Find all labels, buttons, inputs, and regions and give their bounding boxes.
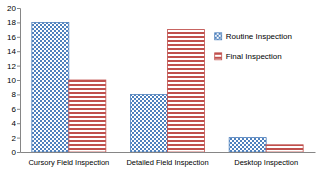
y-tick-mark — [17, 94, 20, 95]
legend: Routine Inspection Final Inspection — [215, 32, 292, 61]
y-tick-mark — [17, 123, 20, 124]
bar — [168, 30, 205, 152]
plot: 0 2 4 6 8 10 12 14 16 18 20 Cursory Field Inspectio… — [7, 4, 315, 167]
x-tick: Desktop Inspection — [234, 152, 298, 167]
y-tick: 4 — [12, 119, 20, 128]
legend-swatch — [215, 33, 222, 40]
y-tick-mark — [17, 37, 20, 38]
y-tick: 0 — [12, 148, 20, 157]
y-tick-label: 2 — [12, 134, 17, 143]
y-tick-mark — [17, 109, 20, 110]
y-tick: 6 — [12, 105, 20, 114]
y-tick-label: 8 — [12, 90, 17, 99]
bar — [69, 80, 106, 152]
y-tick-mark — [17, 138, 20, 139]
chart: 0 2 4 6 8 10 12 14 16 18 20 Cursory Field Inspectio… — [0, 0, 320, 182]
bar — [229, 138, 266, 152]
y-tick: 8 — [12, 90, 20, 99]
y-tick: 14 — [7, 47, 20, 56]
x-tick-label: Cursory Field Inspection — [28, 158, 109, 167]
y-tick-label: 0 — [12, 148, 17, 157]
x-axis: Cursory Field Inspection Detailed Field I… — [21, 152, 316, 167]
y-tick-label: 10 — [7, 76, 16, 85]
bar — [131, 94, 168, 152]
y-tick-label: 12 — [7, 62, 16, 71]
y-tick-mark — [17, 22, 20, 23]
y-tick-label: 20 — [7, 4, 16, 13]
y-tick-mark — [17, 80, 20, 81]
legend-swatch — [215, 53, 222, 60]
bar — [32, 22, 69, 152]
y-tick-label: 4 — [12, 119, 17, 128]
y-tick-mark — [17, 66, 20, 67]
legend-label: Final Inspection — [226, 52, 282, 61]
y-tick: 18 — [7, 18, 20, 27]
y-tick-label: 6 — [12, 105, 17, 114]
x-tick: Cursory Field Inspection — [28, 152, 109, 167]
y-tick: 10 — [7, 76, 20, 85]
bar — [266, 145, 303, 152]
y-tick: 16 — [7, 33, 20, 42]
y-tick-label: 16 — [7, 33, 16, 42]
y-tick-mark — [17, 8, 20, 9]
x-tick: Detailed Field Inspection — [126, 152, 208, 167]
y-tick-mark — [17, 51, 20, 52]
y-tick-label: 14 — [7, 47, 16, 56]
y-tick-mark — [17, 152, 20, 153]
y-axis: 0 2 4 6 8 10 12 14 16 18 20 — [7, 4, 20, 157]
legend-label: Routine Inspection — [226, 32, 292, 41]
y-tick: 20 — [7, 4, 20, 13]
y-tick-label: 18 — [7, 18, 16, 27]
y-axis-line — [17, 9, 21, 153]
x-axis-line — [21, 152, 316, 153]
y-tick: 2 — [12, 134, 20, 143]
x-tick-label: Detailed Field Inspection — [126, 158, 208, 167]
legend-item: Routine Inspection — [215, 32, 292, 41]
y-tick: 12 — [7, 62, 20, 71]
legend-item: Final Inspection — [215, 52, 282, 61]
bars — [32, 22, 303, 152]
x-tick-label: Desktop Inspection — [234, 158, 298, 167]
